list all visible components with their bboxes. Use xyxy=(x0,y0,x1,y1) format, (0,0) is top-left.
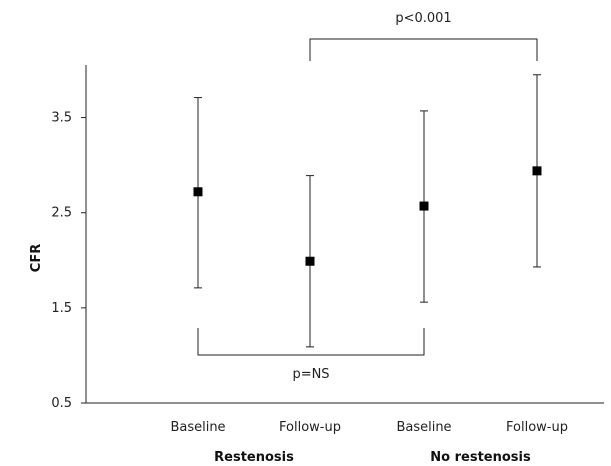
x-category-label: Baseline xyxy=(170,420,225,435)
p-value-label: p=NS xyxy=(292,367,329,382)
x-group-label: No restenosis xyxy=(430,450,531,465)
x-category-label: Follow-up xyxy=(279,420,341,435)
significance-bracket-bottom xyxy=(197,328,425,356)
significance-bracket-top xyxy=(309,38,538,61)
y-tick-label: 3.5 xyxy=(51,111,72,126)
marks xyxy=(193,74,542,348)
mean-marker xyxy=(419,201,429,211)
p-value-label: p<0.001 xyxy=(395,11,451,26)
x-group-label: Restenosis xyxy=(214,450,294,465)
annotations: p<0.001 p=NS xyxy=(197,11,538,382)
mean-marker xyxy=(305,256,315,266)
mean-marker xyxy=(532,166,542,176)
y-tick-label: 0.5 xyxy=(51,396,72,411)
y-tick-label: 1.5 xyxy=(51,301,72,316)
y-axis-title: CFR xyxy=(29,244,44,272)
mean-marker xyxy=(193,187,203,197)
x-category-label: Follow-up xyxy=(506,420,568,435)
axes: 0.5 1.5 2.5 3.5 Baseline Follow-up Baseline Fol… xyxy=(51,65,604,465)
y-tick-label: 2.5 xyxy=(51,206,72,221)
x-category-label: Baseline xyxy=(396,420,451,435)
